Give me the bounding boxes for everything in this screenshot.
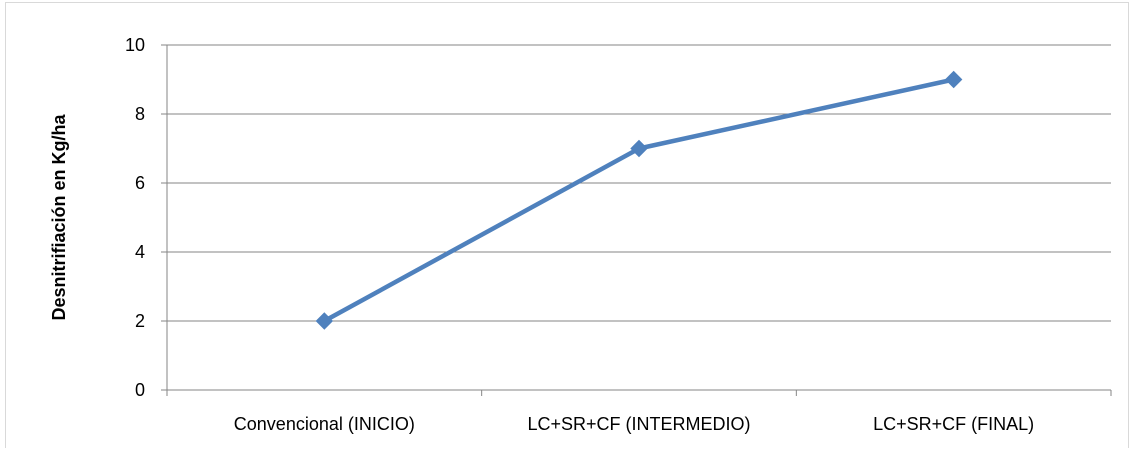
y-axis-label: Desnitrifiación en Kg/ha [49,114,69,321]
y-tick-label: 2 [135,311,145,331]
y-tick-labels: 0 2 4 6 8 10 [125,35,145,400]
x-category-label: LC+SR+CF (INTERMEDIO) [527,414,750,434]
y-tick-label: 6 [135,173,145,193]
data-point-marker [944,70,963,89]
y-tick-label: 4 [135,242,145,262]
axes [161,44,1112,396]
y-tick-label: 0 [135,380,145,400]
x-category-labels: Convencional (INICIO) LC+SR+CF (INTERMEDI… [234,414,1034,434]
data-point-marker [315,312,334,330]
y-tick-label: 8 [135,104,145,124]
x-category-label: LC+SR+CF (FINAL) [873,414,1034,434]
data-point-marker [630,139,648,158]
series [315,70,963,330]
y-tick-label: 10 [125,35,145,55]
x-category-label: Convencional (INICIO) [234,414,415,434]
gridlines [167,44,1111,322]
chart-frame [5,2,1129,448]
series-line [322,77,956,324]
